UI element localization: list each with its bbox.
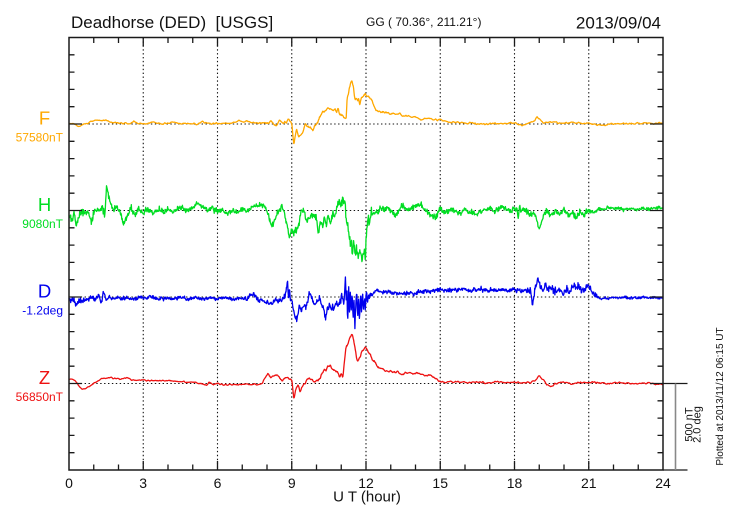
svg-text:12: 12: [358, 475, 374, 491]
svg-text:3: 3: [139, 475, 147, 491]
svg-text:GG ( 70.36°, 211.21°): GG ( 70.36°, 211.21°): [366, 15, 481, 29]
svg-text:56850nT: 56850nT: [16, 390, 64, 404]
svg-text:500 nT: 500 nT: [683, 407, 695, 442]
svg-text:9080nT: 9080nT: [22, 217, 63, 231]
svg-text:24: 24: [655, 475, 671, 491]
svg-text:H: H: [38, 194, 51, 215]
svg-text:-1.2deg: -1.2deg: [22, 304, 63, 318]
svg-text:Deadhorse (DED) [USGS]: Deadhorse (DED) [USGS]: [71, 13, 273, 32]
svg-text:6: 6: [214, 475, 222, 491]
svg-text:F: F: [39, 107, 50, 128]
svg-text:15: 15: [432, 475, 448, 491]
svg-text:Z: Z: [39, 367, 50, 388]
svg-text:Plotted at 2013/11/12 06:15 UT: Plotted at 2013/11/12 06:15 UT: [715, 327, 726, 465]
svg-text:2013/09/04: 2013/09/04: [576, 14, 661, 33]
svg-text:U T (hour): U T (hour): [333, 488, 401, 505]
svg-text:0: 0: [65, 475, 73, 491]
svg-text:21: 21: [581, 475, 597, 491]
svg-text:57580nT: 57580nT: [16, 131, 64, 145]
svg-text:9: 9: [288, 475, 296, 491]
svg-text:2.0 deg: 2.0 deg: [692, 406, 704, 443]
svg-text:D: D: [38, 280, 51, 301]
svg-text:18: 18: [507, 475, 523, 491]
